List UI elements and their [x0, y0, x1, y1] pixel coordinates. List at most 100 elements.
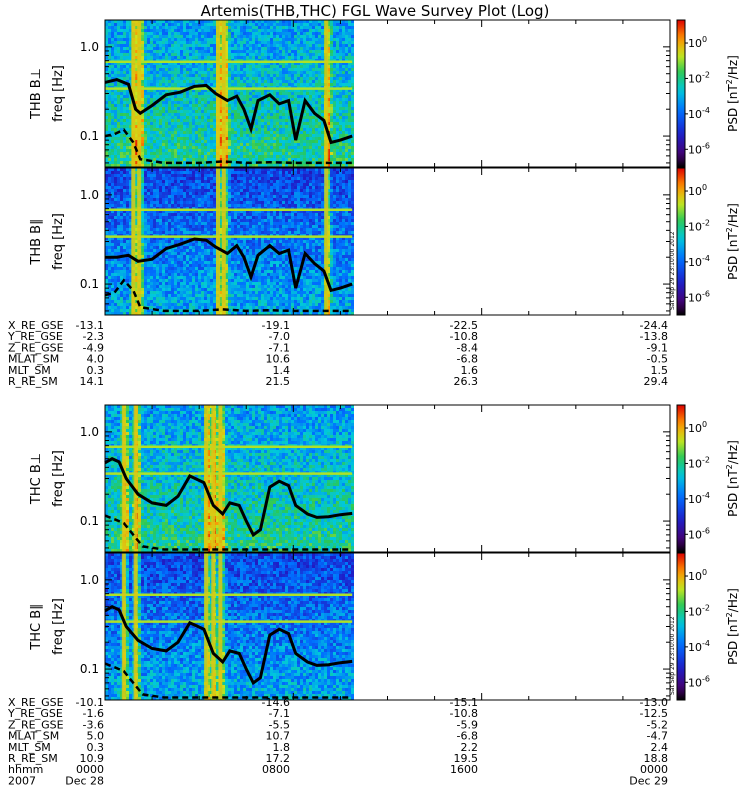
ephemeris-value: -13.0 — [640, 696, 668, 709]
ephemeris-value: -22.5 — [450, 319, 478, 332]
ephemeris-thb: X_RE_GSE -13.1 -19.1 -22.5 -24.4 Y_RE_GSE -2.3… — [7, 319, 668, 388]
ephemeris-value: 14.1 — [80, 375, 105, 388]
y-tick-label: 0.1 — [80, 129, 99, 143]
date-start: Dec 28 — [65, 774, 104, 787]
colorbar-label: PSD [nT2/Hz] — [725, 440, 740, 517]
ephemeris-value: 18.8 — [644, 752, 669, 765]
y-tick-label: 1.0 — [80, 425, 99, 439]
colorbar-tick-label: 10-2 — [688, 455, 710, 470]
ephemeris-value: -3.6 — [83, 718, 104, 731]
ephemeris-value: 0000 — [76, 763, 104, 776]
colorbar-tick-label: 10-4 — [688, 106, 710, 121]
ephemeris-value: -2.3 — [83, 330, 104, 343]
ephemeris-row-label: X_RE_GSE — [8, 696, 64, 709]
date-end: Dec 29 — [629, 774, 668, 787]
colorbar-tick-label: 10-6 — [688, 141, 710, 156]
ephemeris-value: 1.4 — [273, 364, 291, 377]
colorbar-tick-label: 10-2 — [688, 603, 710, 618]
ephemeris-row-label: R_RE_SM — [8, 375, 58, 388]
panel-ylabel: THC B⊥ — [29, 453, 44, 505]
fce-line — [104, 457, 353, 538]
spectrogram — [105, 553, 354, 700]
ephemeris-value: 1.5 — [651, 364, 669, 377]
ephemeris-value: -9.1 — [647, 341, 668, 354]
freq-axis-label: freq [Hz] — [51, 213, 66, 270]
colorbar-tick-label: 10-2 — [688, 218, 710, 233]
lower-hybrid-line — [104, 662, 353, 699]
ephemeris-value: -4.9 — [83, 341, 104, 354]
ephemeris-value: -5.5 — [269, 718, 290, 731]
ephemeris-value: 2.4 — [651, 741, 669, 754]
colorbar-label: PSD [nT2/Hz] — [725, 55, 740, 132]
ephemeris-value: -14.6 — [262, 696, 290, 709]
spectrogram — [105, 405, 354, 552]
colorbar-tick-label: 10-4 — [688, 639, 710, 654]
ephemeris-value: 19.5 — [454, 752, 479, 765]
ephemeris-row-label: Y_RE_GSE — [7, 707, 63, 720]
ephemeris-value: -8.4 — [457, 341, 478, 354]
date-year: 2007 — [8, 774, 36, 787]
ephemeris-value: 0800 — [262, 763, 290, 776]
colorbar-label: PSD [nT2/Hz] — [725, 588, 740, 665]
ephemeris-value: -5.9 — [457, 718, 478, 731]
fce-line — [105, 237, 353, 293]
colorbar: 100 10-2 10-4 10-6 PSD [nT2/Hz] — [676, 167, 740, 316]
panel-thb-bperp: 1.0 0.1 THB B⊥ freq [Hz] 100 10-2 10-4 10-6 PSD … — [29, 19, 740, 168]
ephemeris-value: -15.1 — [450, 696, 478, 709]
panel-thb-bpar: 1.0 0.1 THB B∥ freq [Hz] 100 10-2 10-4 10-6 PSD … — [29, 167, 740, 316]
ephemeris-value: -19.1 — [262, 319, 290, 332]
ephemeris-tables: X_RE_GSE -13.1 -19.1 -22.5 -24.4 Y_RE_GSE -2.3… — [7, 319, 668, 787]
freq-axis-label: freq [Hz] — [51, 65, 66, 122]
ephemeris-value: 0.3 — [87, 741, 105, 754]
colorbar-tick-label: 100 — [688, 568, 707, 583]
ephemeris-value: -12.5 — [640, 707, 668, 720]
fce-line — [104, 78, 353, 145]
ephemeris-row-label: R_RE_SM — [8, 752, 58, 765]
spectrogram — [105, 168, 354, 315]
ephemeris-row-label: Y_RE_GSE — [7, 330, 63, 343]
lower-hybrid-line — [104, 128, 353, 165]
colorbar-tick-label: 10-2 — [688, 70, 710, 85]
y-tick-label: 1.0 — [80, 188, 99, 202]
ephemeris-value: 1.6 — [461, 364, 479, 377]
ephemeris-value: 29.4 — [644, 375, 669, 388]
y-tick-label: 1.0 — [80, 573, 99, 587]
ephemeris-value: -4.7 — [647, 730, 668, 743]
colorbar-tick-label: 10-6 — [688, 526, 710, 541]
ephemeris-value: -13.8 — [640, 330, 668, 343]
colorbar-tick-label: 10-4 — [688, 491, 710, 506]
ephemeris-value: -0.5 — [647, 353, 668, 366]
ephemeris-value: 0.3 — [87, 364, 105, 377]
ephemeris-value: 5.0 — [87, 730, 105, 743]
y-tick-label: 1.0 — [80, 40, 99, 54]
ephemeris-row-label: Z_RE_GSE — [8, 718, 64, 731]
y-tick-label: 0.1 — [80, 277, 99, 291]
spectrogram — [105, 20, 354, 167]
lower-hybrid-line — [104, 514, 353, 551]
ephemeris-value: -10.8 — [450, 707, 478, 720]
ephemeris-value: -5.2 — [647, 718, 668, 731]
timestamp-stamp: Sat Sep 29 23:10:00 2012 — [669, 616, 676, 695]
colorbar-label: PSD [nT2/Hz] — [725, 203, 740, 280]
panel-ylabel: THC B∥ — [29, 603, 44, 650]
ephemeris-value: 26.3 — [454, 375, 479, 388]
colorbar-tick-label: 10-6 — [688, 289, 710, 304]
colorbar-tick-label: 10-4 — [688, 254, 710, 269]
colorbar-tick-label: 100 — [688, 35, 707, 50]
y-tick-label: 0.1 — [80, 514, 99, 528]
ephemeris-value: -6.8 — [457, 353, 478, 366]
ephemeris-value: 10.9 — [80, 752, 105, 765]
ephemeris-value: 1600 — [450, 763, 478, 776]
colorbar-tick-label: 100 — [688, 420, 707, 435]
colorbar: 100 10-2 10-4 10-6 PSD [nT2/Hz] — [676, 19, 740, 168]
ephemeris-value: 10.7 — [266, 730, 291, 743]
ephemeris-row-label: MLT_SM — [8, 741, 51, 754]
ephemeris-value: -24.4 — [640, 319, 668, 332]
panel-ylabel: THB B∥ — [29, 218, 44, 265]
ephemeris-value: 17.2 — [266, 752, 291, 765]
ephemeris-thc: X_RE_GSE -10.1 -14.6 -15.1 -13.0 Y_RE_GSE -1.6… — [7, 696, 668, 776]
colorbar: 100 10-2 10-4 10-6 PSD [nT2/Hz] — [676, 552, 740, 701]
ephemeris-value: -1.6 — [83, 707, 104, 720]
ephemeris-value: 1.8 — [273, 741, 291, 754]
